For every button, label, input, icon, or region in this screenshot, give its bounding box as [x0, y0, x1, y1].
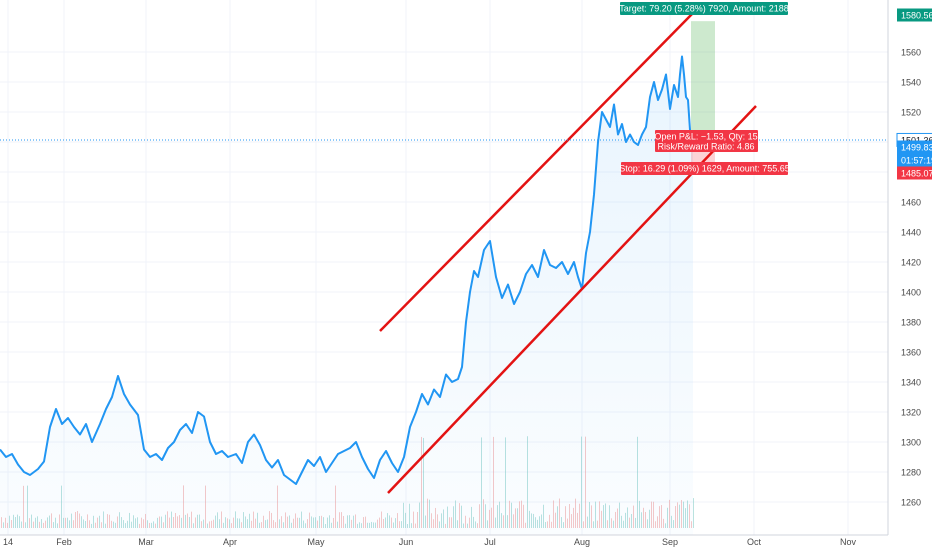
- risk-reward-label: Risk/Reward Ratio: 4.86: [657, 142, 754, 152]
- y-tick-label: 1520: [901, 108, 921, 118]
- x-tick-label: 14: [3, 537, 13, 547]
- y-tick-label: 1380: [901, 318, 921, 328]
- x-tick-label: Mar: [138, 537, 154, 547]
- volume-bar: [693, 498, 694, 528]
- x-tick-label: Nov: [840, 537, 857, 547]
- y-tick-label: 1420: [901, 258, 921, 268]
- x-tick-label: Jul: [484, 537, 496, 547]
- y-tick-label: 1280: [901, 468, 921, 478]
- pnl-label: Open P&L: −1.53, Qty: 15: [654, 132, 757, 142]
- x-tick-label: Aug: [574, 537, 590, 547]
- target-price-tag: 1580.56: [901, 11, 932, 21]
- price-line: [0, 55, 694, 485]
- current-price-tag-box: [897, 140, 932, 154]
- price-area-fill: [0, 56, 693, 535]
- stop-price-tag-box: [897, 166, 932, 180]
- countdown-tag: 01:57:19: [901, 156, 932, 166]
- target-label: Target: 79.20 (5.28%) 7920, Amount: 2188: [619, 4, 789, 14]
- x-tick-label: Sep: [662, 537, 678, 547]
- x-tick-label: Feb: [56, 537, 72, 547]
- stop-label-box: [621, 162, 788, 175]
- last-price-tag: 1501.36: [901, 135, 932, 145]
- target-label-box: [620, 2, 788, 15]
- y-tick-label: 1360: [901, 348, 921, 358]
- y-tick-label: 1540: [901, 78, 921, 88]
- position-labels: Target: 79.20 (5.28%) 7920, Amount: 2188…: [619, 2, 790, 175]
- countdown-tag-box: [897, 153, 932, 167]
- x-tick-label: Apr: [223, 537, 237, 547]
- stop-label: Stop: 16.29 (1.09%) 1629, Amount: 755.65: [619, 164, 790, 174]
- pnl-box: [655, 130, 758, 152]
- target-zone: [691, 21, 715, 140]
- price-area: [0, 56, 693, 535]
- stop-price-tag: 1485.07: [901, 169, 932, 179]
- x-tick-label: May: [307, 537, 325, 547]
- y-tick-label: 1400: [901, 288, 921, 298]
- x-tick-label: Oct: [747, 537, 762, 547]
- y-tick-label: 1460: [901, 198, 921, 208]
- channel-upper-line: [379, 13, 693, 332]
- current-price-tag: 1499.83: [901, 143, 932, 153]
- y-tick-label: 1320: [901, 408, 921, 418]
- y-tick-label: 1340: [901, 378, 921, 388]
- y-tick-label: 1560: [901, 48, 921, 58]
- target-price-tag-box: [897, 8, 932, 22]
- price-line-layer: [0, 55, 694, 485]
- y-tick-label: 1300: [901, 438, 921, 448]
- y-tick-label: 1440: [901, 228, 921, 238]
- y-tick-label: 1260: [901, 498, 921, 508]
- x-tick-label: Jun: [399, 537, 414, 547]
